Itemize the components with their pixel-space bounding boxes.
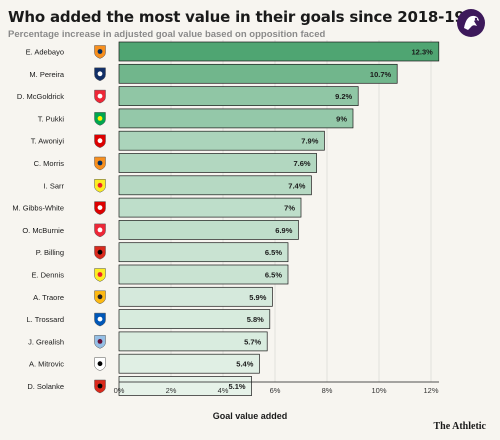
player-label: C. Morris	[34, 159, 65, 168]
x-tick-label: 2%	[166, 386, 177, 395]
data-label: 7.6%	[293, 159, 310, 168]
badge-emblem	[97, 339, 103, 344]
bar	[118, 286, 273, 307]
player-label: E. Dennis	[31, 271, 64, 280]
badge-emblem	[97, 160, 103, 166]
data-label: 6.5%	[265, 271, 282, 280]
bar	[118, 153, 317, 173]
data-label: 9%	[336, 114, 347, 123]
data-label: 7%	[284, 204, 295, 213]
data-label: 5.1%	[228, 382, 245, 391]
bar	[118, 130, 325, 151]
data-label: 5.8%	[247, 315, 264, 324]
data-label: 10.7%	[370, 70, 392, 79]
badge-emblem	[97, 71, 103, 77]
badge-emblem	[97, 49, 103, 54]
badge-emblem	[97, 316, 103, 322]
bar	[118, 309, 271, 329]
data-label: 7.4%	[288, 181, 305, 190]
bar	[118, 220, 299, 240]
player-label: D. McGoldrick	[17, 92, 64, 101]
bar	[118, 41, 440, 62]
data-label: 7.9%	[301, 137, 318, 146]
data-label: 6.5%	[265, 248, 282, 257]
premier-league-lion-icon	[456, 8, 486, 43]
bar	[118, 264, 289, 285]
data-label: 9.2%	[335, 92, 352, 101]
data-label: 6.9%	[275, 226, 292, 235]
x-tick-label: 0%	[114, 386, 125, 395]
player-label: L. Trossard	[26, 315, 64, 324]
x-tick-label: 4%	[218, 386, 229, 395]
x-tick-label: 12%	[423, 386, 438, 395]
bar	[118, 376, 252, 396]
badge-emblem	[97, 361, 103, 367]
data-label: 5.9%	[249, 293, 266, 302]
player-label: T. Awoniyi	[31, 137, 65, 146]
x-tick-label: 10%	[371, 386, 386, 395]
bar	[118, 175, 312, 196]
chart-title: Who added the most value in their goals …	[8, 8, 474, 26]
player-label: J. Grealish	[28, 337, 64, 346]
badge-emblem	[97, 205, 103, 211]
player-label: I. Sarr	[44, 181, 65, 190]
chart-subtitle: Percentage increase in adjusted goal val…	[8, 29, 326, 40]
bar	[118, 331, 268, 352]
bar	[118, 63, 398, 84]
player-label: O. McBurnie	[22, 226, 64, 235]
badge-emblem	[97, 383, 103, 389]
badge-emblem	[97, 249, 103, 255]
badge-emblem	[97, 116, 103, 121]
x-tick-label: 8%	[322, 386, 333, 395]
badge-emblem	[97, 272, 103, 277]
player-label: A. Mitrovic	[29, 360, 64, 369]
badge-emblem	[97, 138, 103, 144]
bar	[118, 242, 289, 263]
bar	[118, 353, 260, 374]
badge-emblem	[97, 93, 103, 99]
data-label: 5.7%	[244, 337, 261, 346]
bar	[118, 197, 302, 218]
badge-emblem	[97, 294, 103, 300]
player-label: D. Solanke	[27, 382, 64, 391]
badge-emblem	[97, 182, 103, 188]
player-label: T. Pukki	[38, 114, 65, 123]
data-label: 12.3%	[412, 48, 434, 57]
x-tick-label: 6%	[270, 386, 281, 395]
player-label: A. Traore	[33, 293, 64, 302]
player-label: M. Pereira	[29, 70, 64, 79]
bar	[118, 108, 354, 129]
player-label: M. Gibbs-White	[12, 204, 64, 213]
data-label: 5.4%	[236, 360, 253, 369]
x-axis-label: Goal value added	[212, 411, 288, 421]
source-label: The Athletic	[433, 421, 487, 432]
player-label: P. Billing	[36, 248, 64, 257]
bar	[118, 86, 359, 106]
player-label: E. Adebayo	[26, 48, 64, 57]
badge-emblem	[97, 227, 103, 233]
